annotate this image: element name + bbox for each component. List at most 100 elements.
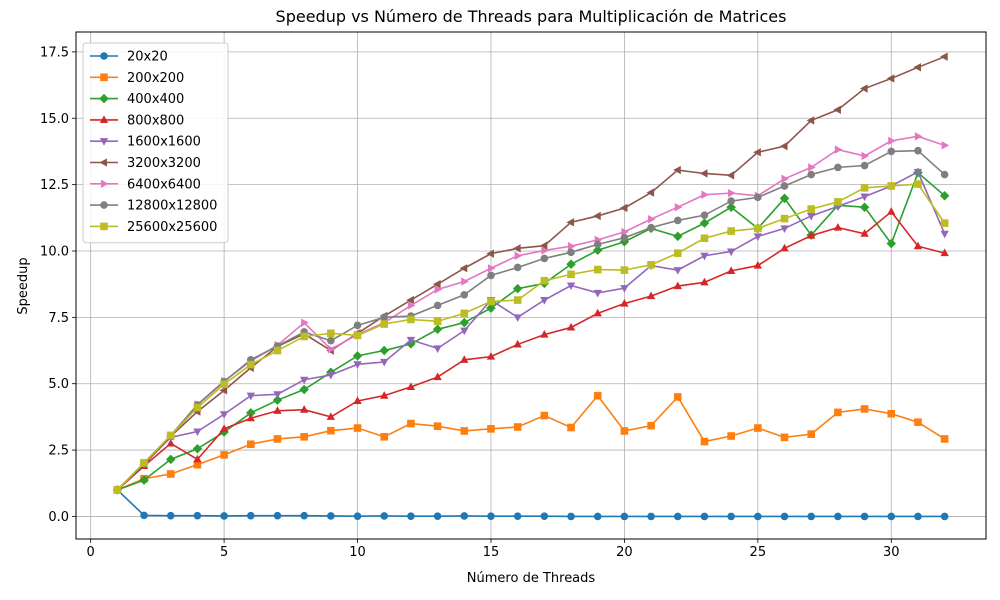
data-point (566, 282, 576, 291)
data-point (486, 303, 496, 313)
data-point (487, 297, 495, 306)
y-axis-label: Speedup (16, 257, 31, 314)
data-point (807, 212, 816, 221)
x-tick-label: 20 (616, 545, 633, 560)
data-point (513, 263, 522, 272)
series-line (116, 183, 946, 491)
data-point (513, 314, 522, 322)
data-point (807, 205, 816, 213)
data-point (301, 318, 309, 327)
data-point (566, 259, 576, 270)
data-point (807, 430, 816, 438)
data-point (914, 132, 923, 141)
data-point (567, 270, 575, 279)
data-point (620, 512, 629, 521)
data-point (166, 431, 175, 440)
data-point (914, 180, 922, 188)
data-point (486, 249, 495, 258)
data-point (433, 301, 442, 310)
data-point (834, 198, 842, 206)
data-point (726, 202, 736, 212)
x-tick-label: 10 (349, 545, 366, 560)
legend-label: 800x800 (127, 113, 184, 128)
data-point (432, 324, 443, 335)
data-point (165, 454, 176, 465)
data-point (540, 276, 549, 285)
data-point (940, 230, 949, 239)
data-point (673, 393, 682, 401)
data-point (620, 266, 629, 274)
data-point (860, 84, 868, 93)
data-point (246, 413, 255, 422)
data-point (541, 246, 549, 255)
data-point (460, 355, 469, 363)
data-point (754, 512, 762, 521)
data-point (566, 218, 575, 227)
data-point (620, 298, 629, 307)
data-point (273, 391, 282, 399)
data-point (380, 313, 389, 322)
data-point (940, 219, 949, 227)
data-point (592, 245, 603, 255)
data-point (327, 512, 335, 520)
data-point (860, 161, 869, 170)
data-point (620, 427, 629, 435)
data-point (193, 403, 202, 412)
series-1600x1600 (113, 168, 949, 495)
data-point (754, 193, 762, 202)
data-point (859, 202, 870, 212)
data-point (406, 382, 416, 390)
data-point (648, 214, 656, 224)
data-point (299, 384, 309, 395)
data-point (728, 188, 736, 198)
data-point (834, 512, 842, 521)
data-point (646, 188, 655, 197)
data-point (726, 171, 735, 180)
data-point (273, 346, 282, 355)
data-point (513, 512, 522, 520)
data-point (513, 339, 522, 348)
data-point (379, 345, 389, 356)
legend-marker (100, 222, 108, 231)
data-point (780, 243, 789, 252)
data-point (647, 260, 655, 269)
data-point (407, 512, 415, 520)
data-point (300, 332, 308, 341)
data-point (780, 182, 789, 190)
data-point (487, 512, 495, 520)
data-point (433, 422, 442, 430)
data-point (674, 203, 683, 212)
legend-label: 6400x6400 (127, 177, 201, 192)
data-point (887, 147, 896, 156)
series-line (116, 55, 945, 491)
series-line (116, 149, 946, 491)
legend-label: 12800x12800 (127, 199, 217, 214)
data-point (673, 512, 682, 521)
legend-label: 3200x3200 (127, 156, 201, 171)
y-tick-label: 15.0 (40, 112, 69, 127)
data-point (620, 233, 629, 242)
y-axis-ticks: 0.0 2.5 5.0 7.5 10.0 12.5 15.0 17.5 (40, 45, 76, 525)
data-point (459, 317, 470, 328)
y-tick-label: 10.0 (40, 244, 69, 259)
data-point (459, 264, 468, 273)
data-point (352, 351, 363, 361)
data-point (700, 211, 709, 219)
x-axis-label: Número de Threads (467, 571, 596, 586)
data-point (700, 252, 709, 261)
data-point (513, 296, 522, 304)
data-point (754, 424, 762, 432)
data-point (860, 184, 869, 192)
data-point (807, 512, 816, 521)
data-point (513, 244, 521, 253)
data-point (779, 193, 790, 204)
data-point (193, 460, 202, 469)
data-point (833, 105, 841, 114)
series-400x400 (112, 167, 950, 495)
data-point (860, 229, 869, 237)
legend-label: 25600x25600 (127, 220, 217, 235)
data-point (166, 511, 175, 520)
series-200x200 (113, 391, 949, 494)
data-point (808, 163, 816, 172)
data-point (220, 380, 228, 389)
